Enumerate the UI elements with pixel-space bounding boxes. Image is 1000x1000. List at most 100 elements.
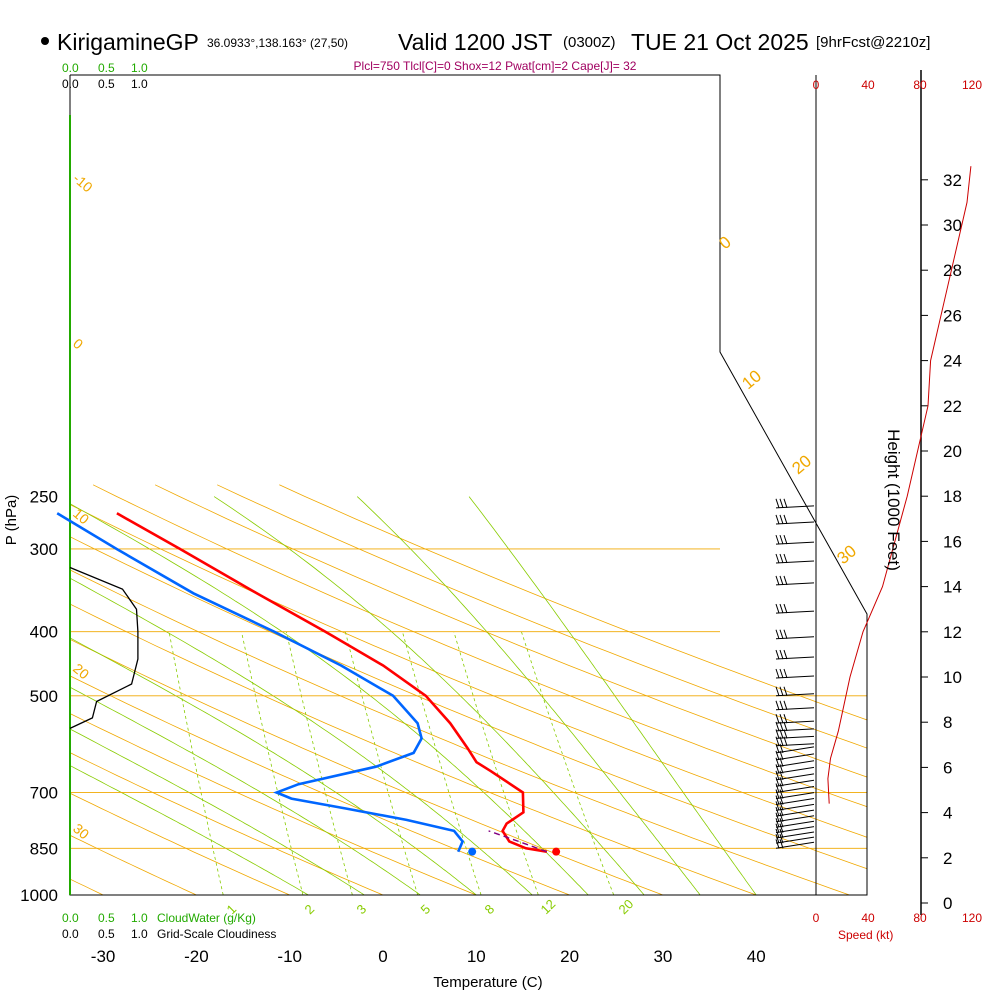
wind-barb-feather bbox=[775, 812, 780, 822]
wind-height-panel: 0246810121416182022242628303200404080801… bbox=[775, 70, 982, 942]
dry-adiabat bbox=[70, 713, 477, 895]
mixing-ratio-label: 8 bbox=[482, 901, 498, 917]
theta-label: 10 bbox=[738, 366, 765, 393]
cloudwater-tick-top: 0.5 bbox=[98, 61, 115, 75]
cloudiness-profile bbox=[69, 566, 139, 729]
moist-adiabat bbox=[70, 577, 533, 895]
surface-dewpoint-dot bbox=[468, 847, 477, 856]
wind-barb-feather bbox=[779, 534, 784, 545]
pressure-tick-label: 850 bbox=[30, 839, 58, 858]
theta-label: 20 bbox=[788, 451, 815, 478]
wind-barb-feather bbox=[775, 603, 780, 614]
stability-indices: Plcl=750 Tlcl[C]=0 Shox=12 Pwat[cm]=2 Ca… bbox=[354, 59, 637, 73]
cloudiness-line bbox=[69, 566, 139, 729]
pressure-tick-label: 700 bbox=[30, 783, 58, 802]
temperature-tick-label: 0 bbox=[378, 947, 387, 966]
wind-barb-feather bbox=[783, 603, 788, 614]
wind-barb-feather bbox=[779, 806, 784, 817]
moist-adiabat bbox=[70, 728, 365, 895]
temperature-axis: -30 -20 -10 0 10 20 30 40 bbox=[91, 947, 766, 966]
mixing-ratio-line bbox=[285, 631, 353, 895]
wind-barb-feather bbox=[779, 818, 784, 828]
cloudwater-tick-bottom: 0.5 bbox=[98, 911, 115, 925]
speed-tick-bottom: 120 bbox=[962, 911, 982, 925]
wind-barb-feather bbox=[783, 686, 788, 696]
wind-barb bbox=[775, 789, 815, 800]
wind-barb-feather bbox=[779, 668, 784, 679]
wind-barb-feather bbox=[775, 686, 780, 696]
wind-barb-feather bbox=[775, 806, 780, 817]
wind-barb bbox=[775, 834, 815, 844]
dry-adiabat-label: 30 bbox=[70, 820, 92, 842]
height-tick-label: 22 bbox=[943, 397, 962, 416]
moist-adiabat bbox=[468, 496, 757, 895]
wind-barb bbox=[775, 839, 815, 849]
wind-barb-feather bbox=[775, 789, 780, 799]
wind-barb-feather bbox=[779, 700, 784, 710]
wind-barb-feather bbox=[783, 575, 788, 586]
wind-barb bbox=[775, 828, 815, 839]
cloudwater-tick-bottom: 0.0 bbox=[62, 911, 79, 925]
valid-date: TUE 21 Oct 2025 bbox=[631, 29, 809, 55]
dry-adiabat bbox=[70, 536, 867, 870]
wind-barb bbox=[775, 649, 815, 660]
height-tick-label: 28 bbox=[943, 261, 962, 280]
wind-barb-feather bbox=[775, 764, 780, 774]
pressure-tick-label: 400 bbox=[30, 623, 58, 642]
wind-barb bbox=[775, 514, 815, 525]
height-axis-title: Height (1000 Feet) bbox=[884, 429, 903, 571]
speed-tick-bottom: 80 bbox=[913, 911, 927, 925]
moist-adiabat bbox=[70, 686, 421, 895]
dry-adiabat bbox=[217, 484, 867, 749]
cloudiness-legend-label: Grid-Scale Cloudiness bbox=[157, 927, 276, 941]
temperature-line bbox=[116, 512, 548, 853]
theta-label: 0 bbox=[715, 232, 734, 253]
cloudiness-tick-top: 0.0 bbox=[62, 77, 79, 91]
dry-adiabat bbox=[70, 603, 757, 895]
temperature-tick-label: -20 bbox=[184, 947, 209, 966]
height-tick-label: 26 bbox=[943, 306, 962, 325]
wind-barb-feather bbox=[775, 783, 780, 793]
mixing-ratio-label: 2 bbox=[302, 901, 318, 917]
wind-barb-feather bbox=[775, 514, 780, 525]
temperature-tick-label: -10 bbox=[277, 947, 302, 966]
wind-barb-feather bbox=[779, 575, 784, 586]
moist-adiabat bbox=[213, 496, 645, 895]
mixing-ratio-label: 5 bbox=[418, 901, 434, 917]
wind-barb-feather bbox=[775, 839, 780, 849]
wind-barb-feather bbox=[783, 668, 788, 679]
theta-label: 30 bbox=[833, 541, 860, 568]
wind-barb-feather bbox=[779, 553, 784, 564]
dry-adiabat bbox=[70, 792, 290, 895]
height-tick-label: 2 bbox=[943, 849, 952, 868]
wind-barb-feather bbox=[779, 649, 784, 660]
cloudwater-tick-bottom: 1.0 bbox=[131, 911, 148, 925]
wind-barb-feather bbox=[775, 834, 780, 844]
wind-barb-feather bbox=[783, 514, 788, 525]
station-marker bbox=[41, 37, 49, 45]
isobar-lines bbox=[70, 548, 867, 896]
pressure-axis-title: P (hPa) bbox=[3, 495, 20, 546]
wind-barb-staff bbox=[775, 720, 815, 724]
wind-barb-feather bbox=[779, 834, 784, 844]
wind-barb-feather bbox=[775, 553, 780, 564]
wind-barb-feather bbox=[775, 700, 780, 710]
wind-barb bbox=[775, 801, 815, 811]
wind-barb-feather bbox=[779, 823, 784, 833]
wind-barb-feather bbox=[779, 514, 784, 525]
speed-tick-top: 120 bbox=[962, 78, 982, 92]
legends: 0.0 0.0 0.0 0.0 0.5 0.5 0.5 0.5 1.0 1.0 1.0 1.0 Clou… bbox=[62, 61, 276, 941]
wind-barb bbox=[775, 629, 815, 640]
wind-barb bbox=[775, 686, 815, 697]
valid-time: Valid 1200 JST bbox=[398, 29, 552, 55]
wind-barb-feather bbox=[775, 534, 780, 545]
wind-barb-feather bbox=[779, 714, 784, 724]
dry-adiabat bbox=[70, 638, 664, 895]
cloudwater-tick-top: 1.0 bbox=[131, 61, 148, 75]
speed-tick-top: 0 bbox=[813, 78, 820, 92]
wind-barb bbox=[775, 575, 815, 586]
height-tick-label: 16 bbox=[943, 532, 962, 551]
wind-barb-feather bbox=[779, 603, 784, 614]
height-tick-label: 14 bbox=[943, 578, 962, 597]
height-tick-label: 20 bbox=[943, 442, 962, 461]
